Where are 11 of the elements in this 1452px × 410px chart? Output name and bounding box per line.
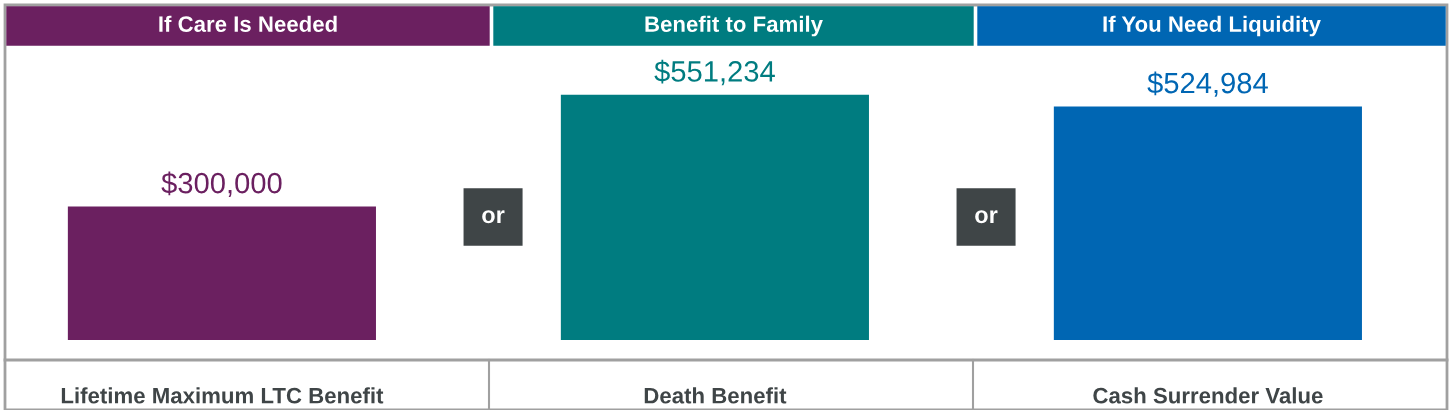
data-label: $551,234 (654, 59, 775, 86)
data-label: $524,984 (1147, 71, 1268, 97)
text: If Care Is Needed (159, 15, 337, 32)
text: If You Need Liquidity (1103, 15, 1321, 37)
x-tick-label: Cash Surrender Value (1093, 387, 1323, 404)
annotation: or (975, 210, 998, 224)
x-tick-label: Lifetime Maximum LTC Benefit (61, 387, 384, 404)
data-label: $300,000 (161, 171, 282, 197)
text: Benefit to Family (645, 15, 823, 37)
x-tick-label: Death Benefit (644, 387, 787, 404)
annotation: or (482, 210, 505, 224)
